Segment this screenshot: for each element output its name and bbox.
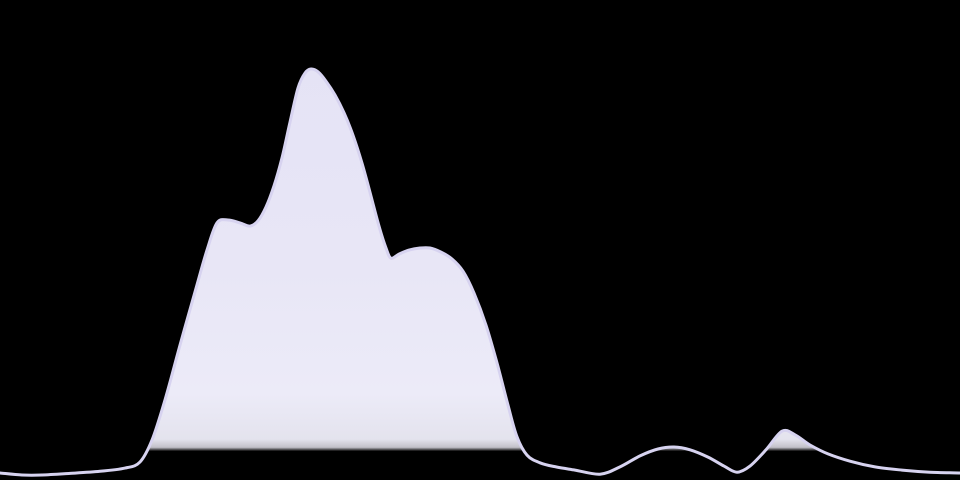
series-line <box>0 67 960 477</box>
area-fill <box>0 68 960 480</box>
